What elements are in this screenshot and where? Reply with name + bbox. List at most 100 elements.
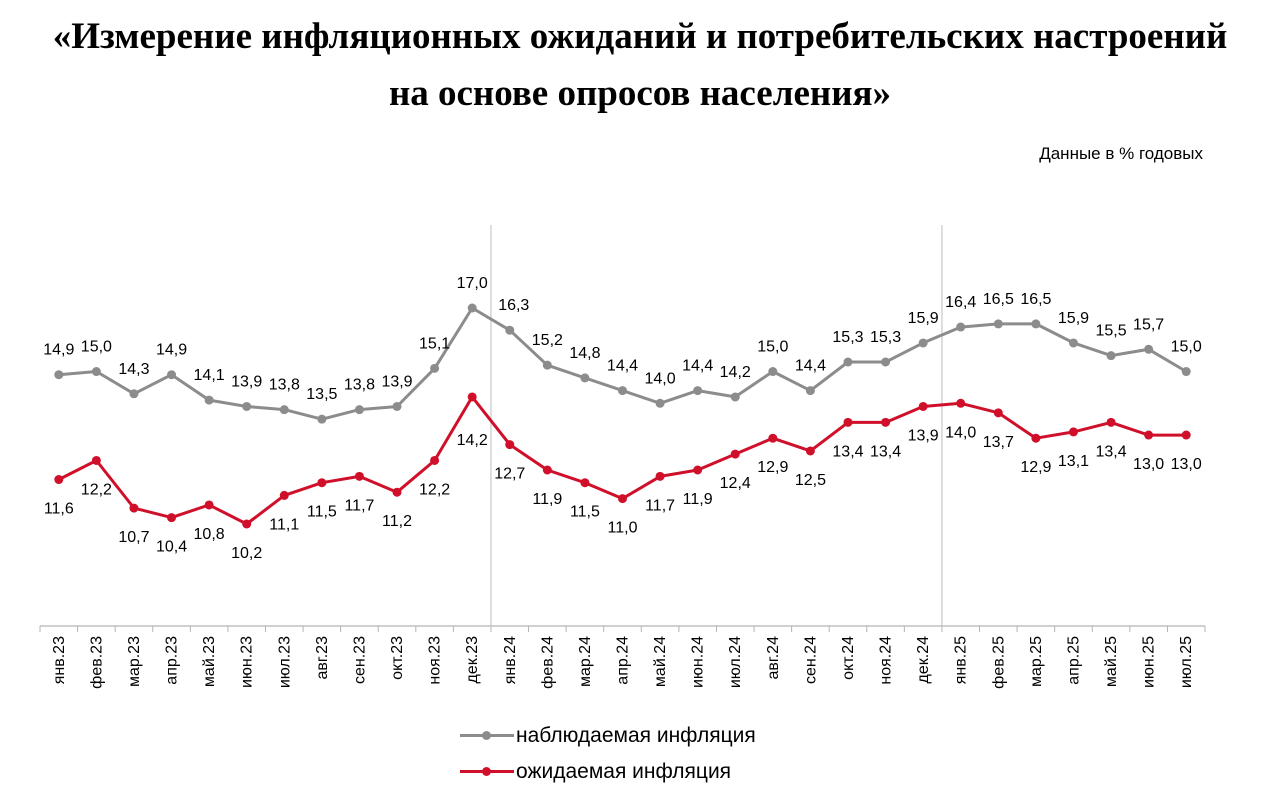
expected-data-label: 12,7 <box>494 466 525 483</box>
observed-data-label: 15,9 <box>1058 310 1089 327</box>
x-tick-label: янв.23 <box>51 636 68 684</box>
observed-inflation-point <box>618 386 627 396</box>
x-tick-label: ноя.23 <box>427 636 444 685</box>
expected-data-label: 13,9 <box>908 427 939 444</box>
observed-inflation-point <box>91 367 101 377</box>
expected-data-label: 13,4 <box>870 443 901 460</box>
observed-data-label: 16,5 <box>1020 291 1051 308</box>
observed-data-label: 16,3 <box>498 297 529 314</box>
expected-inflation-point <box>354 471 364 481</box>
observed-inflation-point <box>881 357 891 367</box>
expected-data-label: 12,9 <box>757 459 788 476</box>
expected-inflation-point <box>618 494 627 504</box>
observed-inflation-point <box>993 319 1003 329</box>
observed-data-label: 14,3 <box>118 361 149 378</box>
observed-data-label: 16,5 <box>983 291 1014 308</box>
expected-data-label: 13,7 <box>983 434 1014 451</box>
expected-inflation-point <box>993 408 1003 418</box>
expected-inflation-point <box>242 519 252 529</box>
observed-inflation-point <box>1068 338 1078 348</box>
x-tick-label: апр.24 <box>615 636 632 685</box>
expected-data-label: 11,5 <box>307 504 337 521</box>
expected-inflation-point <box>768 433 778 443</box>
legend-label-observed: наблюдаемая инфляция <box>516 724 756 747</box>
expected-data-label: 11,2 <box>382 513 412 530</box>
legend-swatch-observed <box>460 726 514 746</box>
expected-data-label: 11,0 <box>608 520 638 537</box>
expected-inflation-point <box>54 475 64 485</box>
expected-data-label: 14,2 <box>457 432 488 449</box>
chart-legend: наблюдаемая инфляция ожидаемая инфляция <box>460 718 756 790</box>
observed-inflation-point <box>843 357 853 367</box>
x-tick-label: янв.25 <box>953 636 970 684</box>
observed-inflation-point <box>1144 344 1154 354</box>
x-tick-label: ноя.24 <box>878 636 895 685</box>
expected-inflation-point <box>542 465 552 475</box>
observed-data-label: 15,7 <box>1133 316 1164 333</box>
x-tick-label: июн.23 <box>239 636 256 688</box>
expected-data-label: 11,7 <box>645 497 675 514</box>
observed-inflation-point <box>693 386 703 396</box>
observed-data-label: 14,9 <box>156 342 187 359</box>
expected-inflation-point <box>430 455 440 465</box>
observed-data-label: 15,3 <box>832 329 863 346</box>
observed-inflation-point <box>1031 319 1041 329</box>
expected-inflation-line <box>58 395 1187 526</box>
expected-inflation-point <box>505 440 515 450</box>
observed-data-label: 15,5 <box>1095 323 1126 340</box>
expected-data-label: 12,2 <box>81 481 112 498</box>
observed-inflation-point <box>392 401 402 411</box>
expected-data-label: 12,4 <box>720 475 751 492</box>
chart-title-line-1: «Измерение инфляционных ожиданий и потре… <box>52 16 1228 57</box>
expected-inflation-point <box>392 487 402 497</box>
observed-data-label: 15,0 <box>81 339 112 356</box>
expected-inflation-point <box>129 503 139 513</box>
expected-inflation-point <box>881 417 891 427</box>
observed-data-label: 14,4 <box>607 358 638 375</box>
expected-inflation-point <box>1106 417 1116 427</box>
x-tick-label: мар.24 <box>577 636 594 687</box>
legend-item-expected: ожидаемая инфляция <box>460 754 756 790</box>
x-tick-label: авг.23 <box>314 636 331 680</box>
expected-data-label: 14,0 <box>945 424 976 441</box>
observed-data-label: 14,1 <box>194 367 225 384</box>
x-tick-label: мар.25 <box>1028 636 1045 687</box>
observed-inflation-point <box>730 392 740 402</box>
observed-inflation-point <box>317 414 327 424</box>
observed-data-label: 14,8 <box>569 345 600 362</box>
legend-item-observed: наблюдаемая инфляция <box>460 718 756 754</box>
observed-data-label: 15,1 <box>419 335 450 352</box>
observed-data-label: 13,5 <box>306 386 337 403</box>
legend-label-expected: ожидаемая инфляция <box>516 760 732 783</box>
observed-data-label: 15,0 <box>757 339 788 356</box>
chart-title-line-2: на основе опросов населения» <box>388 73 892 114</box>
observed-data-label: 15,2 <box>532 332 563 349</box>
x-tick-label: сен.23 <box>351 636 368 684</box>
x-tick-label: окт.23 <box>389 636 406 680</box>
x-tick-label: май.23 <box>201 636 218 687</box>
observed-data-label: 13,9 <box>231 373 262 390</box>
x-tick-label: фев.25 <box>990 636 1007 689</box>
observed-inflation-point <box>580 373 590 383</box>
observed-data-label: 17,0 <box>457 275 488 292</box>
expected-inflation-point <box>580 478 590 488</box>
expected-inflation-point <box>91 455 101 465</box>
x-tick-label: июл.25 <box>1178 636 1195 688</box>
observed-data-label: 14,4 <box>795 358 826 375</box>
expected-data-label: 13,0 <box>1133 456 1164 473</box>
x-tick-label: дек.23 <box>464 636 481 684</box>
observed-inflation-point <box>542 360 552 370</box>
expected-inflation-point <box>843 417 853 427</box>
x-tick-label: май.25 <box>1103 636 1120 687</box>
observed-inflation-point <box>918 338 928 348</box>
observed-data-label: 14,4 <box>682 358 713 375</box>
x-tick-label: янв.24 <box>502 636 519 684</box>
expected-inflation-point <box>805 446 815 456</box>
expected-data-label: 12,2 <box>419 481 450 498</box>
expected-data-label: 11,7 <box>344 497 374 514</box>
observed-inflation-point <box>242 401 252 411</box>
x-tick-label: фев.23 <box>88 636 105 689</box>
x-tick-label: июн.24 <box>690 636 707 688</box>
x-tick-label: апр.25 <box>1065 636 1082 685</box>
observed-inflation-point <box>54 370 64 380</box>
